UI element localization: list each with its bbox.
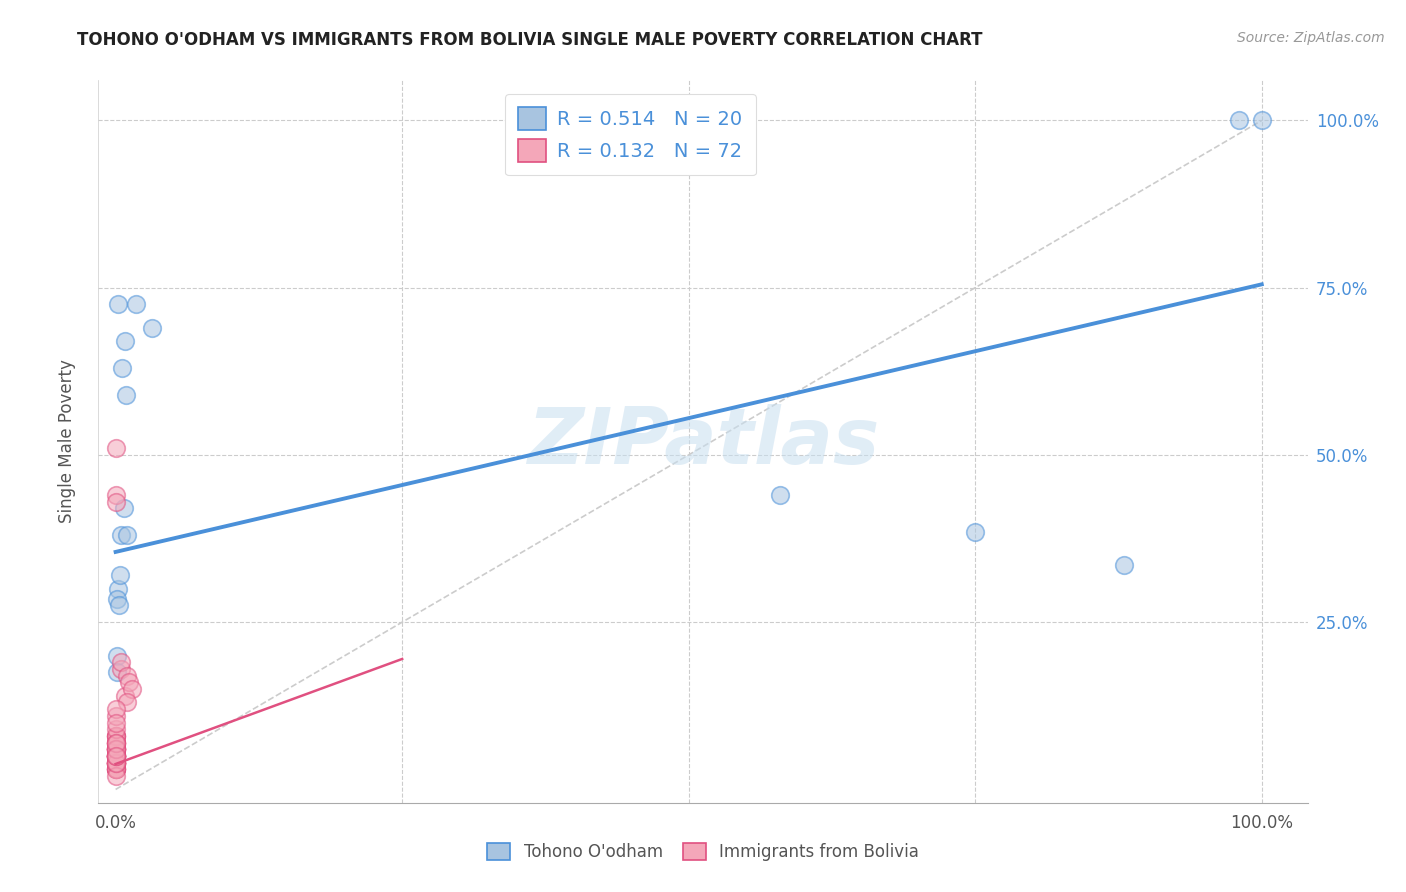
Point — [965, 524, 987, 539]
Point — [104, 742, 127, 756]
Point — [104, 749, 127, 764]
Point — [115, 669, 138, 683]
Point — [104, 735, 127, 749]
Point — [104, 729, 127, 743]
Point — [104, 749, 127, 764]
Point — [104, 769, 127, 783]
Point — [104, 762, 127, 776]
Point — [104, 749, 127, 764]
Point — [105, 648, 128, 663]
Point — [108, 568, 131, 582]
Point — [104, 735, 127, 749]
Point — [107, 297, 129, 311]
Point — [104, 756, 127, 770]
Point — [104, 735, 127, 749]
Point — [104, 742, 127, 756]
Point — [104, 756, 127, 770]
Point — [105, 665, 128, 680]
Point — [104, 742, 127, 756]
Legend: R = 0.514   N = 20, R = 0.132   N = 72: R = 0.514 N = 20, R = 0.132 N = 72 — [505, 94, 756, 176]
Point — [104, 762, 127, 776]
Point — [104, 749, 127, 764]
Point — [104, 756, 127, 770]
Legend: Tohono O'odham, Immigrants from Bolivia: Tohono O'odham, Immigrants from Bolivia — [481, 836, 925, 868]
Point — [104, 442, 127, 455]
Point — [115, 696, 138, 710]
Point — [104, 742, 127, 756]
Point — [104, 756, 127, 770]
Point — [769, 488, 792, 502]
Point — [104, 756, 127, 770]
Point — [110, 528, 132, 542]
Point — [125, 297, 148, 311]
Point — [1114, 558, 1136, 573]
Point — [115, 528, 138, 542]
Point — [104, 749, 127, 764]
Point — [104, 742, 127, 756]
Point — [104, 749, 127, 764]
Point — [104, 749, 127, 764]
Point — [104, 742, 127, 756]
Point — [104, 762, 127, 776]
Point — [104, 749, 127, 764]
Point — [114, 689, 136, 703]
Point — [104, 756, 127, 770]
Point — [104, 729, 127, 743]
Point — [104, 756, 127, 770]
Point — [104, 742, 127, 756]
Point — [104, 494, 127, 508]
Point — [104, 742, 127, 756]
Point — [104, 729, 127, 743]
Point — [104, 735, 127, 749]
Text: Source: ZipAtlas.com: Source: ZipAtlas.com — [1237, 31, 1385, 45]
Point — [104, 735, 127, 749]
Point — [104, 749, 127, 764]
Point — [104, 729, 127, 743]
Point — [141, 321, 163, 335]
Point — [112, 501, 135, 516]
Point — [104, 742, 127, 756]
Point — [1250, 113, 1272, 128]
Point — [104, 756, 127, 770]
Point — [104, 749, 127, 764]
Point — [104, 762, 127, 776]
Point — [104, 742, 127, 756]
Text: ZIPatlas: ZIPatlas — [527, 403, 879, 480]
Point — [104, 742, 127, 756]
Point — [115, 387, 138, 401]
Point — [104, 749, 127, 764]
Point — [104, 749, 127, 764]
Y-axis label: Single Male Poverty: Single Male Poverty — [58, 359, 76, 524]
Point — [104, 756, 127, 770]
Point — [104, 723, 127, 737]
Point — [107, 582, 129, 596]
Point — [104, 756, 127, 770]
Point — [104, 756, 127, 770]
Point — [104, 735, 127, 749]
Point — [104, 702, 127, 716]
Point — [1227, 113, 1250, 128]
Point — [104, 756, 127, 770]
Point — [104, 715, 127, 730]
Point — [104, 735, 127, 749]
Point — [104, 756, 127, 770]
Point — [111, 361, 134, 376]
Point — [104, 749, 127, 764]
Point — [104, 762, 127, 776]
Point — [105, 591, 128, 606]
Point — [104, 762, 127, 776]
Point — [108, 599, 131, 613]
Point — [114, 334, 136, 349]
Text: TOHONO O'ODHAM VS IMMIGRANTS FROM BOLIVIA SINGLE MALE POVERTY CORRELATION CHART: TOHONO O'ODHAM VS IMMIGRANTS FROM BOLIVI… — [77, 31, 983, 49]
Point — [121, 682, 143, 697]
Point — [104, 749, 127, 764]
Point — [104, 749, 127, 764]
Point — [104, 749, 127, 764]
Point — [110, 655, 132, 669]
Point — [110, 662, 132, 676]
Point — [104, 708, 127, 723]
Point — [104, 488, 127, 502]
Point — [118, 675, 141, 690]
